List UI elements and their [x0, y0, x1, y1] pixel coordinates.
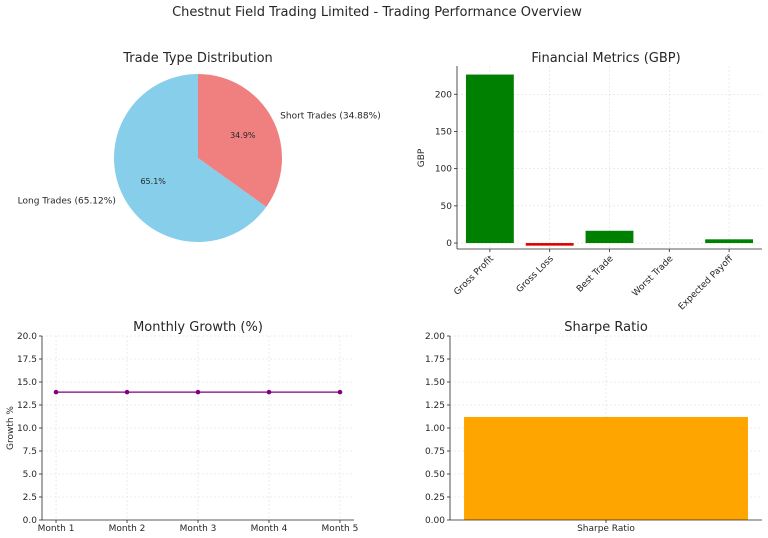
y-tick-label: 0.00 [425, 516, 445, 526]
sharpe-ratio-title: Sharpe Ratio [564, 320, 648, 335]
x-tick-label: Month 1 [38, 524, 75, 534]
monthly-growth-title: Monthly Growth (%) [133, 320, 263, 335]
pie-chart-title: Trade Type Distribution [122, 51, 273, 66]
x-tick-label: Gross Loss [515, 254, 556, 295]
x-tick-label: Expected Payoff [677, 253, 736, 312]
figure-title: Chestnut Field Trading Limited - Trading… [172, 5, 582, 20]
y-tick-label: 0.25 [425, 493, 445, 503]
sharpe-bar [464, 416, 748, 520]
x-tick-label: Best Trade [575, 254, 616, 295]
y-tick-label: 200 [435, 90, 452, 100]
y-tick-label: 15.0 [17, 378, 37, 388]
y-tick-label: 5.0 [23, 470, 38, 480]
metric-bar [465, 74, 514, 244]
x-tick-label: Gross Profit [452, 254, 496, 298]
growth-point [337, 389, 343, 395]
pie-slice [198, 74, 283, 207]
y-tick-label: 2.5 [23, 493, 37, 503]
growth-point [195, 389, 201, 395]
pie-slice-label: Short Trades (34.88%) [280, 112, 381, 122]
y-tick-label: 12.5 [17, 401, 37, 411]
x-tick-label: Month 5 [322, 524, 359, 534]
y-tick-label: 10.0 [17, 424, 37, 434]
pie-pct-label: 34.9% [230, 131, 256, 140]
metric-bar [585, 230, 634, 244]
y-tick-label: 1.25 [425, 401, 445, 411]
x-tick-label: Month 4 [251, 524, 288, 534]
growth-point [266, 389, 272, 395]
growth-point [124, 389, 130, 395]
financial-metrics-title: Financial Metrics (GBP) [531, 51, 680, 66]
sharpe-ratio-panel: Sharpe Ratio 0.00 0.25 0.50 0.75 1.00 1.25 1.5… [425, 320, 762, 534]
pie-chart-panel: Trade Type Distribution 65.1% Long Trades… [18, 51, 381, 242]
y-tick-label: 0.50 [425, 470, 445, 480]
x-tick-label: Worst Trade [631, 254, 676, 299]
y-tick-label: 17.5 [17, 355, 37, 365]
y-tick-label: 1.50 [425, 378, 445, 388]
pie-slice-label: Long Trades (65.12%) [18, 196, 116, 206]
y-tick-label: 0.0 [23, 516, 38, 526]
monthly-growth-panel: Monthly Growth (%) Growth % 0.0 2.5 5.0 7.5… [6, 320, 358, 534]
y-tick-label: 0 [446, 239, 452, 249]
y-tick-label: 0.75 [425, 447, 445, 457]
growth-point [53, 389, 59, 395]
y-tick-label: 7.5 [23, 447, 37, 457]
metric-bar [705, 239, 754, 244]
y-tick-label: 150 [435, 127, 452, 137]
y-tick-label: 1.00 [425, 424, 445, 434]
y-tick-label: 100 [435, 165, 452, 175]
x-tick-label: Sharpe Ratio [577, 524, 635, 534]
y-tick-label: 20.0 [17, 332, 37, 342]
x-tick-label: Month 3 [180, 524, 217, 534]
monthly-growth-ylabel: Growth % [6, 406, 16, 450]
pie-pct-label: 65.1% [140, 177, 166, 186]
pie-slice [114, 74, 267, 242]
y-tick-label: 2.00 [425, 332, 445, 342]
metric-bar [525, 243, 574, 246]
financial-metrics-panel: Financial Metrics (GBP) GBP 0 50 100 150 200… [417, 51, 762, 312]
y-tick-label: 1.75 [425, 355, 445, 365]
x-tick-label: Month 2 [109, 524, 146, 534]
financial-metrics-ylabel: GBP [417, 148, 427, 167]
y-tick-label: 50 [441, 202, 453, 212]
